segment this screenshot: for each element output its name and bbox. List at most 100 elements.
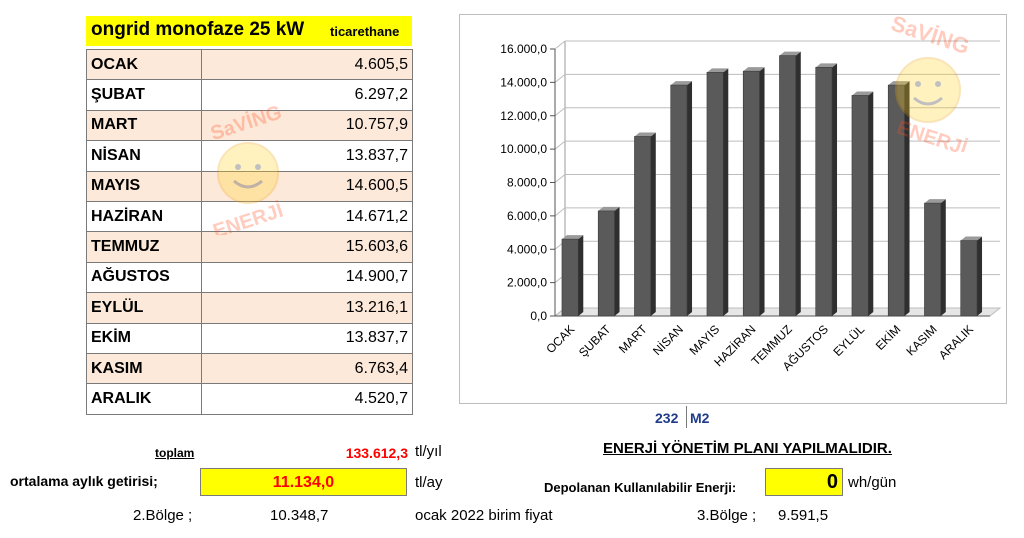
bar-side bbox=[614, 206, 620, 316]
bar-side bbox=[650, 132, 656, 316]
bar-top bbox=[706, 68, 729, 73]
month-cell: EKİM bbox=[86, 322, 202, 354]
region3-label: 3.Bölge ; bbox=[697, 507, 757, 524]
value-cell: 6.763,4 bbox=[201, 352, 413, 385]
stored-energy-unit: wh/gün bbox=[848, 474, 897, 491]
bar bbox=[924, 202, 942, 317]
value-cell: 4.605,5 bbox=[201, 48, 413, 81]
table-row: AĞUSTOS 14.900,7 bbox=[86, 261, 413, 294]
average-label: ortalama aylık getirisi; bbox=[10, 473, 158, 489]
price-note: ocak 2022 birim fiyat bbox=[415, 507, 553, 524]
bar-side bbox=[795, 51, 801, 316]
value-cell: 14.900,7 bbox=[201, 261, 413, 294]
bar-side bbox=[904, 81, 910, 317]
chart-frame: 0,0 2.000,0 4.000,0 6.000,0 8.000,0 10.000,0 1… bbox=[459, 14, 1007, 404]
bar bbox=[815, 67, 833, 317]
value-cell: 13.216,1 bbox=[201, 292, 413, 324]
x-category-label: EKİM bbox=[873, 322, 904, 353]
region2-value: 10.348,7 bbox=[270, 507, 329, 524]
month-cell: NİSAN bbox=[86, 140, 202, 172]
table-row: KASIM 6.763,4 bbox=[86, 352, 413, 385]
bar-top bbox=[743, 67, 765, 72]
table-title: ongrid monofaze 25 kW bbox=[91, 19, 305, 40]
table-row: ŞUBAT 6.297,2 bbox=[86, 79, 413, 111]
saving-logo-watermark: SaVİNG ENERJİ bbox=[208, 105, 286, 235]
table-row: TEMMUZ 15.603,6 bbox=[86, 231, 413, 263]
month-cell: KASIM bbox=[86, 352, 202, 385]
table-row: ARALIK 4.520,7 bbox=[86, 383, 413, 415]
bar-top bbox=[815, 63, 838, 68]
bar-side bbox=[832, 63, 838, 316]
average-unit: tl/ay bbox=[415, 474, 443, 491]
month-cell: HAZİRAN bbox=[86, 200, 202, 233]
value-cell: 13.837,7 bbox=[201, 140, 413, 172]
table-subtitle: ticarethane bbox=[330, 24, 400, 39]
x-category-label: KASIM bbox=[903, 322, 939, 358]
value-cell: 4.520,7 bbox=[201, 383, 413, 415]
month-cell: AĞUSTOS bbox=[86, 261, 202, 294]
bar-chart: 0,0 2.000,0 4.000,0 6.000,0 8.000,0 10.000,0 1… bbox=[500, 40, 1002, 373]
table-row: MART 10.757,9 bbox=[86, 109, 413, 142]
y-tick-label: 14.000,0 bbox=[500, 75, 547, 89]
monthly-table: OCAK 4.605,5 ŞUBAT 6.297,2 MART 10.757,9 NİSAN… bbox=[86, 48, 413, 415]
table-row: NİSAN 13.837,7 bbox=[86, 140, 413, 172]
gridline-depth bbox=[554, 40, 566, 50]
bar-side bbox=[687, 81, 693, 317]
month-cell: ARALIK bbox=[86, 383, 202, 415]
x-category-label: NİSAN bbox=[650, 322, 686, 358]
bar-side bbox=[723, 68, 729, 316]
value-cell: 14.671,2 bbox=[201, 200, 413, 233]
bar bbox=[706, 72, 724, 317]
bar-top bbox=[670, 81, 693, 86]
average-box: 11.134,0 bbox=[200, 468, 407, 496]
bar-side bbox=[977, 236, 983, 316]
bar-top bbox=[598, 206, 620, 211]
bar bbox=[634, 136, 652, 317]
x-category-label: OCAK bbox=[543, 322, 577, 356]
average-value: 11.134,0 bbox=[272, 474, 335, 491]
total-value: 133.612,3 bbox=[345, 445, 408, 461]
y-tick-label: 2.000,0 bbox=[507, 276, 547, 290]
x-category-label: EYLÜL bbox=[830, 322, 867, 359]
svg-text:ENERJİ: ENERJİ bbox=[210, 199, 286, 235]
month-cell: TEMMUZ bbox=[86, 231, 202, 263]
y-tick-label: 8.000,0 bbox=[507, 176, 547, 190]
gridline-depth bbox=[554, 73, 566, 83]
table-title-bar: ongrid monofaze 25 kW ticarethane bbox=[86, 16, 412, 46]
bar-top bbox=[924, 199, 946, 204]
y-tick-label: 10.000,0 bbox=[500, 142, 547, 156]
bar-side bbox=[868, 91, 874, 316]
total-unit: tl/yıl bbox=[415, 443, 442, 460]
table-row: MAYIS 14.600,5 bbox=[86, 170, 413, 202]
bar-top bbox=[960, 236, 983, 241]
bar-side bbox=[759, 67, 765, 316]
bar-top bbox=[851, 91, 874, 96]
y-tick-label: 16.000,0 bbox=[500, 42, 547, 56]
bar-top bbox=[888, 81, 910, 86]
table-row: HAZİRAN 14.671,2 bbox=[86, 200, 413, 233]
x-category-label: ARALIK bbox=[936, 322, 976, 362]
total-label: toplam bbox=[155, 446, 195, 460]
y-tick-label: 12.000,0 bbox=[500, 109, 547, 123]
bar bbox=[670, 84, 688, 317]
y-tick-label: 4.000,0 bbox=[507, 242, 547, 256]
gridline-depth bbox=[554, 207, 566, 217]
y-tick-label: 6.000,0 bbox=[507, 209, 547, 223]
value-cell: 10.757,9 bbox=[201, 109, 413, 142]
area-value: 232 bbox=[655, 410, 679, 426]
month-cell: MAYIS bbox=[86, 170, 202, 202]
saving-logo-watermark-chart: SaVİNG ENERJİ bbox=[888, 12, 972, 152]
value-cell: 6.297,2 bbox=[201, 79, 413, 111]
table-row: EYLÜL 13.216,1 bbox=[86, 292, 413, 324]
gridline-depth bbox=[554, 174, 566, 183]
value-cell: 14.600,5 bbox=[201, 170, 413, 202]
bar bbox=[779, 55, 797, 317]
month-cell: MART bbox=[86, 109, 202, 142]
area-unit: M2 bbox=[690, 410, 710, 426]
bar bbox=[851, 95, 869, 317]
bar-top bbox=[561, 235, 584, 240]
gridline-depth bbox=[554, 107, 566, 117]
bar bbox=[960, 240, 978, 317]
month-cell: OCAK bbox=[86, 48, 202, 81]
value-cell: 13.837,7 bbox=[201, 322, 413, 354]
